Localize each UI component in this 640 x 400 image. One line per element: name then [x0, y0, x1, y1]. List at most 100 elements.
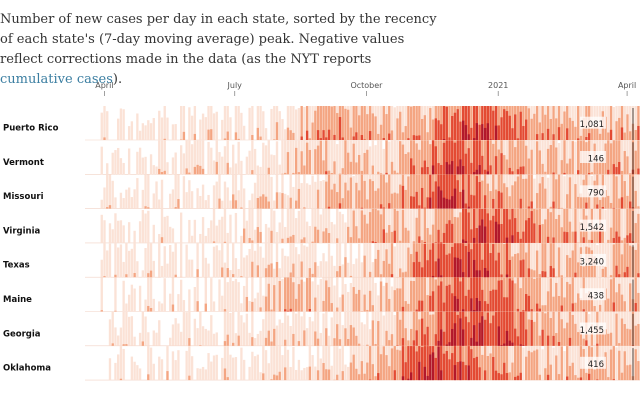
case-bar: [571, 231, 574, 243]
case-bar: [492, 198, 495, 209]
case-bar: [410, 254, 413, 278]
case-bar: [533, 243, 536, 278]
case-bar: [456, 277, 459, 312]
case-bar: [511, 106, 514, 140]
case-bar: [596, 204, 599, 209]
case-bar: [464, 241, 468, 243]
case-bar: [472, 174, 476, 209]
case-bar: [100, 146, 103, 175]
case-bar: [273, 155, 276, 175]
case-bar: [125, 311, 128, 346]
case-bar: [426, 140, 429, 175]
case-bar: [374, 190, 377, 209]
case-bar: [322, 277, 325, 312]
case-bar: [462, 243, 465, 278]
case-bar: [160, 265, 164, 278]
case-bar: [336, 324, 339, 346]
case-bar: [223, 311, 227, 346]
case-bar: [522, 106, 525, 140]
case-bar: [327, 129, 331, 140]
case-bar: [393, 140, 396, 175]
case-bar: [481, 316, 484, 346]
case-bar: [478, 322, 481, 346]
case-bar: [560, 305, 563, 312]
case-bar: [196, 243, 199, 278]
case-bar: [475, 123, 479, 140]
case-bar: [437, 140, 440, 175]
case-bar: [579, 193, 583, 209]
case-bar: [330, 317, 333, 346]
case-bar: [297, 254, 301, 278]
case-bar: [505, 140, 509, 175]
case-bar: [442, 174, 446, 209]
case-bar: [245, 313, 249, 346]
latest-value-label: 146: [588, 154, 604, 164]
case-bar: [563, 328, 566, 346]
case-bar: [404, 243, 407, 278]
case-bar: [289, 174, 292, 209]
case-bar: [234, 278, 238, 312]
case-bar: [434, 146, 437, 175]
case-bar: [256, 333, 259, 346]
case-bar: [445, 311, 448, 346]
case-bar: [215, 354, 218, 381]
case-bar: [415, 217, 418, 243]
case-bar: [355, 346, 358, 381]
case-bar: [571, 303, 574, 312]
case-bar: [577, 332, 580, 346]
case-bar: [472, 195, 476, 209]
case-bar: [412, 340, 416, 346]
case-bar: [371, 241, 374, 243]
case-bar: [494, 312, 498, 346]
case-bar: [229, 313, 232, 346]
case-bar: [464, 153, 468, 175]
cumulative-cases-link[interactable]: cumulative cases: [0, 72, 113, 87]
case-bar: [155, 166, 158, 175]
case-bar: [347, 226, 350, 243]
case-bar: [338, 348, 342, 381]
case-bar: [440, 243, 443, 278]
case-bar: [158, 243, 161, 278]
case-bar: [571, 174, 574, 209]
case-bar: [114, 327, 117, 346]
case-bar: [297, 108, 301, 140]
case-bar: [423, 366, 427, 381]
case-bar: [349, 177, 353, 209]
case-bar: [620, 318, 624, 346]
case-bar: [451, 311, 454, 346]
case-bar: [566, 140, 569, 175]
case-bar: [451, 140, 454, 175]
case-bar: [399, 350, 402, 381]
case-bar: [234, 163, 238, 175]
case-bar: [503, 362, 506, 381]
case-bar: [122, 225, 125, 243]
case-bar: [251, 170, 254, 175]
state-label: Texas: [3, 261, 30, 271]
case-bar: [472, 358, 476, 381]
case-bar: [620, 208, 624, 243]
case-bar: [478, 367, 481, 381]
case-bar: [530, 277, 533, 312]
case-bar: [533, 223, 536, 243]
case-bar: [527, 108, 531, 140]
case-bar: [327, 208, 331, 243]
case-bar: [286, 106, 290, 140]
case-bar: [464, 203, 468, 209]
case-bar: [527, 295, 531, 312]
case-bar: [314, 243, 317, 278]
case-bar: [284, 255, 287, 278]
case-bar: [522, 311, 525, 346]
case-bar: [234, 200, 238, 209]
case-bar: [158, 234, 161, 243]
case-bar: [549, 364, 552, 381]
case-bar: [300, 136, 303, 140]
case-bar: [390, 106, 394, 140]
case-bar: [423, 242, 427, 243]
case-bar: [541, 271, 544, 278]
case-bar: [382, 174, 385, 209]
case-bar: [270, 108, 273, 140]
case-bar: [629, 208, 632, 243]
case-bar: [267, 311, 270, 346]
case-bar: [525, 119, 528, 140]
case-bar: [316, 338, 320, 346]
